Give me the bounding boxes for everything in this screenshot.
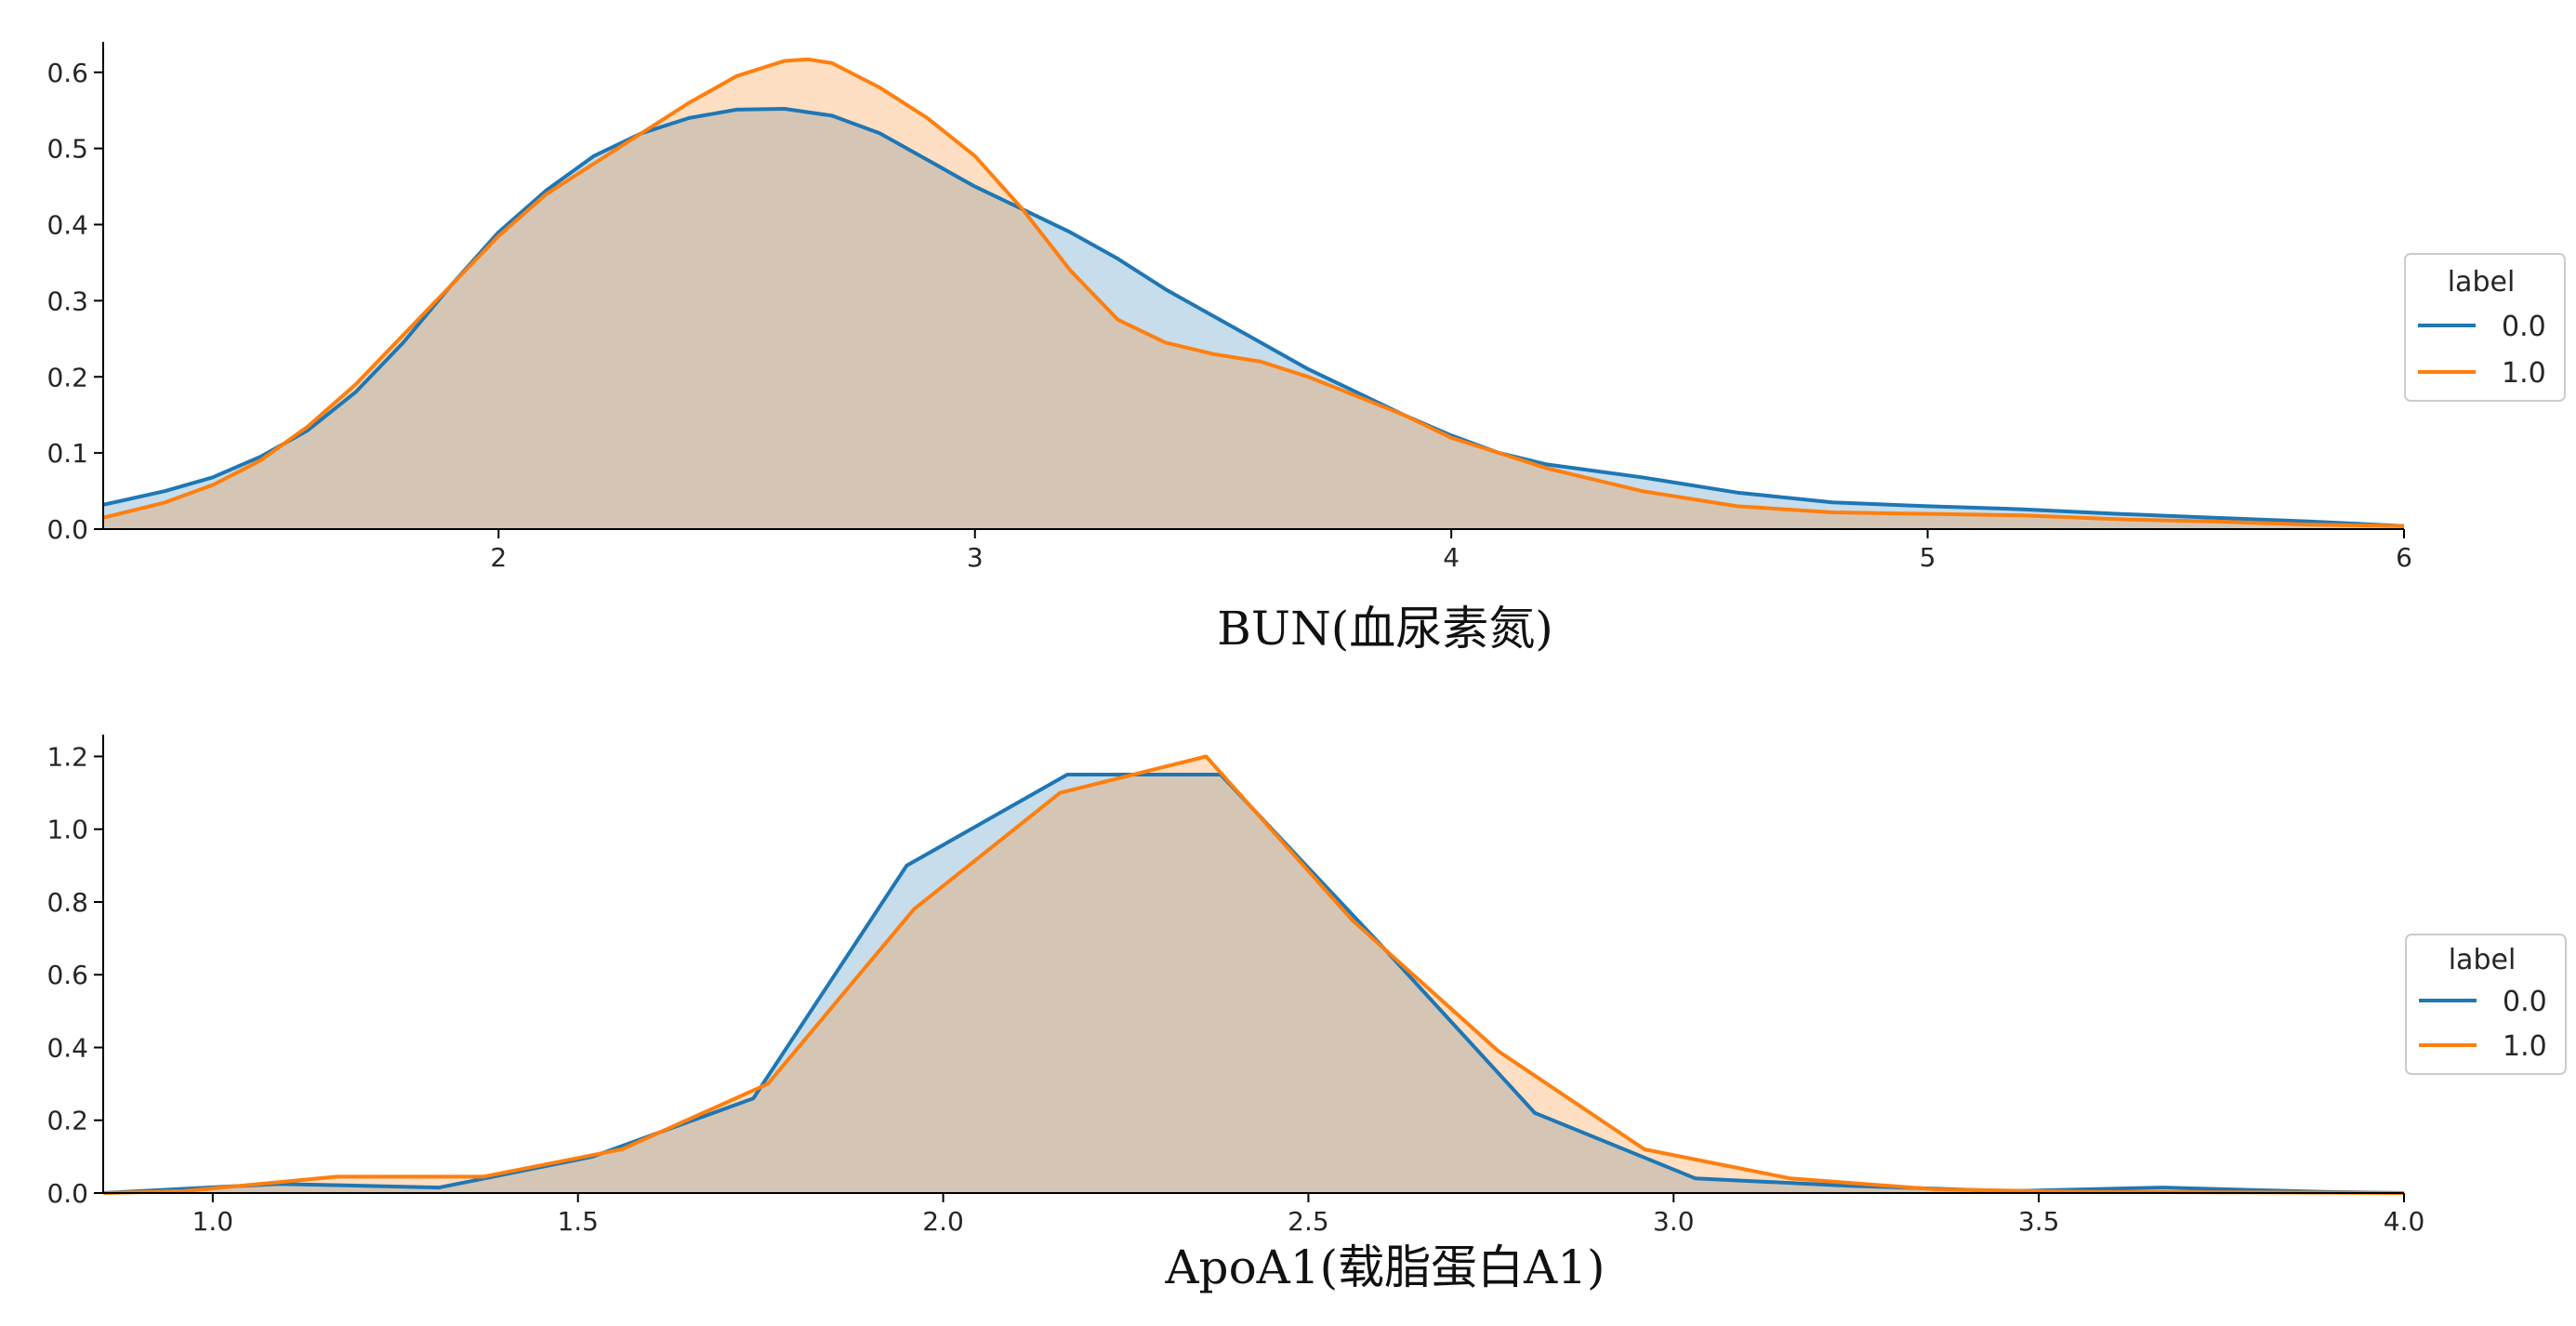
legend-frame bbox=[2404, 253, 2566, 402]
y-tick-label: 1.0 bbox=[46, 815, 88, 845]
x-tick-label: 3.5 bbox=[2018, 1206, 2060, 1237]
x-tick-label: 2.5 bbox=[1288, 1206, 1329, 1237]
x-tick-label: 1.0 bbox=[192, 1206, 234, 1237]
x-tick-label: 4.0 bbox=[2384, 1206, 2425, 1237]
y-tick-label: 0.2 bbox=[46, 362, 88, 392]
y-tick-label: 0.0 bbox=[46, 1178, 88, 1209]
y-tick-label: 0.4 bbox=[46, 210, 88, 241]
legend-label-1: 1.0 bbox=[2503, 1030, 2547, 1063]
density-fills bbox=[103, 756, 2404, 1193]
x-ticks: 1.0 1.5 2.0 2.5 3.0 3.5 4.0 bbox=[192, 1193, 2425, 1237]
y-tick-label: 0.3 bbox=[46, 285, 88, 316]
y-tick-label: 0.6 bbox=[46, 58, 88, 88]
density-area-1.0 bbox=[103, 59, 2404, 530]
bun-density-panel: 0.0 0.1 0.2 0.3 0.4 0.5 0.6 2 3 4 5 6 BUN(血尿素氮) la… bbox=[46, 42, 2566, 656]
density-lines bbox=[102, 57, 2405, 528]
y-tick-label: 0.4 bbox=[46, 1032, 88, 1063]
density-lines bbox=[102, 754, 2405, 1195]
y-tick-label: 1.2 bbox=[46, 741, 88, 772]
y-ticks: 0.0 0.2 0.4 0.6 0.8 1.0 1.2 bbox=[46, 741, 103, 1209]
legend-label-0: 0.0 bbox=[2502, 311, 2546, 343]
y-tick-label: 0.1 bbox=[46, 438, 88, 469]
y-tick-label: 0.5 bbox=[46, 134, 88, 165]
legend-title: label bbox=[2449, 944, 2517, 976]
x-axis-title: ApoA1(载脂蛋白A1) bbox=[1164, 1240, 1605, 1294]
x-tick-label: 1.5 bbox=[557, 1206, 599, 1237]
legend-title: label bbox=[2448, 266, 2516, 298]
y-tick-label: 0.0 bbox=[46, 514, 88, 545]
x-tick-label: 4 bbox=[1443, 542, 1460, 573]
density-area-1.0 bbox=[103, 756, 2404, 1193]
y-tick-label: 0.8 bbox=[46, 887, 88, 918]
legend-label-1: 1.0 bbox=[2502, 357, 2546, 390]
y-tick-label: 0.2 bbox=[46, 1106, 88, 1136]
legend-label-0: 0.0 bbox=[2503, 986, 2547, 1018]
y-tick-label: 0.6 bbox=[46, 960, 88, 990]
x-tick-label: 2.0 bbox=[922, 1206, 964, 1237]
x-tick-label: 3.0 bbox=[1653, 1206, 1695, 1237]
legend-frame bbox=[2405, 934, 2567, 1075]
x-tick-label: 2 bbox=[490, 542, 507, 573]
legend: label 0.0 1.0 bbox=[2404, 253, 2566, 402]
x-ticks: 2 3 4 5 6 bbox=[490, 529, 2412, 573]
density-fills bbox=[103, 59, 2404, 530]
density-area-0.0 bbox=[103, 109, 2404, 529]
x-tick-label: 5 bbox=[1920, 542, 1936, 573]
density-line-1.0 bbox=[102, 754, 2405, 1195]
x-axis-title: BUN(血尿素氮) bbox=[1217, 602, 1553, 656]
density-line-1.0 bbox=[102, 57, 2405, 528]
density-line-0.0 bbox=[102, 107, 2405, 528]
y-ticks: 0.0 0.1 0.2 0.3 0.4 0.5 0.6 bbox=[46, 58, 103, 545]
x-tick-label: 6 bbox=[2396, 542, 2412, 573]
legend: label 0.0 1.0 bbox=[2405, 934, 2567, 1075]
apoa1-density-panel: 0.0 0.2 0.4 0.6 0.8 1.0 1.2 1.0 1.5 2.0 2.5 3.0 3.5… bbox=[46, 735, 2567, 1294]
x-tick-label: 3 bbox=[967, 542, 984, 573]
density-area-0.0 bbox=[103, 775, 2404, 1193]
